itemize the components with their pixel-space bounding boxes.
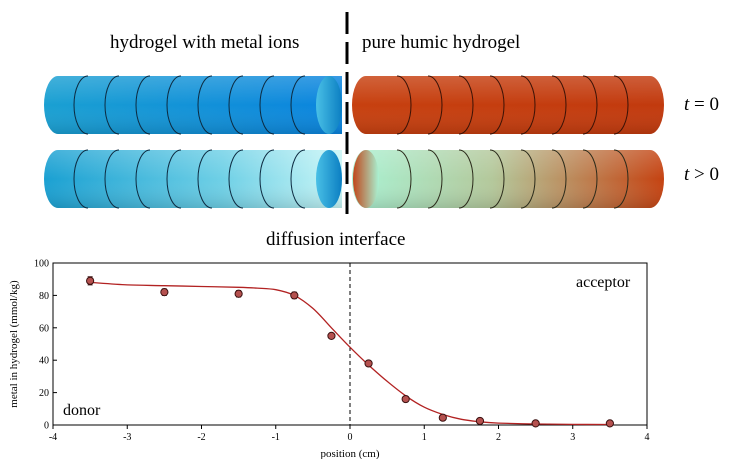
marker (605, 419, 614, 428)
blue-cylinder-top-segments (73, 75, 306, 135)
mixed-cylinder-bottom-cap (353, 150, 379, 208)
data-point (438, 413, 447, 422)
x-tick-label: -2 (197, 432, 205, 443)
right-gel-label: pure humic hydrogel (362, 32, 520, 53)
blue-cylinder-bottom-cap (316, 150, 342, 208)
data-point (160, 288, 169, 297)
mixed-cylinder-bottom-segments (396, 149, 629, 209)
cylinder-row-bottom (44, 149, 664, 209)
marker (438, 413, 447, 422)
blue-cylinder-bottom-segments (73, 149, 306, 209)
marker (327, 331, 336, 340)
data-point (234, 289, 243, 298)
data-point (605, 419, 614, 428)
cylinder-row-top (44, 75, 664, 135)
x-tick-label: 4 (645, 432, 650, 443)
data-points (86, 276, 614, 428)
marker (86, 276, 95, 285)
y-tick-label: 0 (44, 421, 49, 432)
acceptor-label: acceptor (576, 274, 631, 291)
y-tick-label: 80 (39, 291, 49, 302)
y-axis-label: metal in hydrogel (mmol/kg) (8, 280, 20, 408)
x-tick-label: -1 (272, 432, 280, 443)
chart: 0 20 40 60 80 100 -4 -3 -2 -1 0 1 2 3 4 acceptor dono… (8, 259, 650, 459)
data-point (531, 419, 540, 428)
blue-cylinder-top-cap (316, 76, 342, 134)
x-tick-label: 0 (348, 432, 353, 443)
marker (475, 416, 485, 426)
x-tick-label: 3 (570, 432, 575, 443)
data-point (327, 331, 336, 340)
y-tick-label: 20 (39, 388, 49, 399)
donor-label: donor (63, 402, 101, 419)
interface-label: diffusion interface (266, 229, 405, 250)
left-gel-label: hydrogel with metal ions (110, 32, 299, 53)
y-tick-label: 40 (39, 356, 49, 367)
marker (234, 289, 243, 298)
time-label-bottom: t > 0 (684, 164, 719, 185)
x-tick-label: 1 (422, 432, 427, 443)
x-ticks: -4 -3 -2 -1 0 1 2 3 4 (49, 425, 650, 443)
brown-cylinder-top-segments (396, 75, 629, 135)
x-tick-label: -3 (123, 432, 131, 443)
x-tick-label: 2 (496, 432, 501, 443)
data-point (364, 359, 373, 368)
y-tick-label: 100 (34, 259, 49, 270)
time-label-top: t = 0 (684, 94, 719, 115)
data-point (401, 394, 410, 404)
marker (531, 419, 540, 428)
data-point (86, 276, 95, 286)
marker (401, 394, 410, 404)
x-tick-label: -4 (49, 432, 57, 443)
data-point (290, 291, 299, 300)
marker (160, 288, 169, 297)
marker (364, 359, 373, 368)
marker (290, 291, 299, 300)
x-axis-label: position (cm) (321, 448, 380, 459)
data-point (475, 416, 485, 426)
fit-curve (90, 281, 610, 426)
y-tick-label: 60 (39, 323, 49, 334)
y-ticks: 0 20 40 60 80 100 (34, 259, 57, 432)
